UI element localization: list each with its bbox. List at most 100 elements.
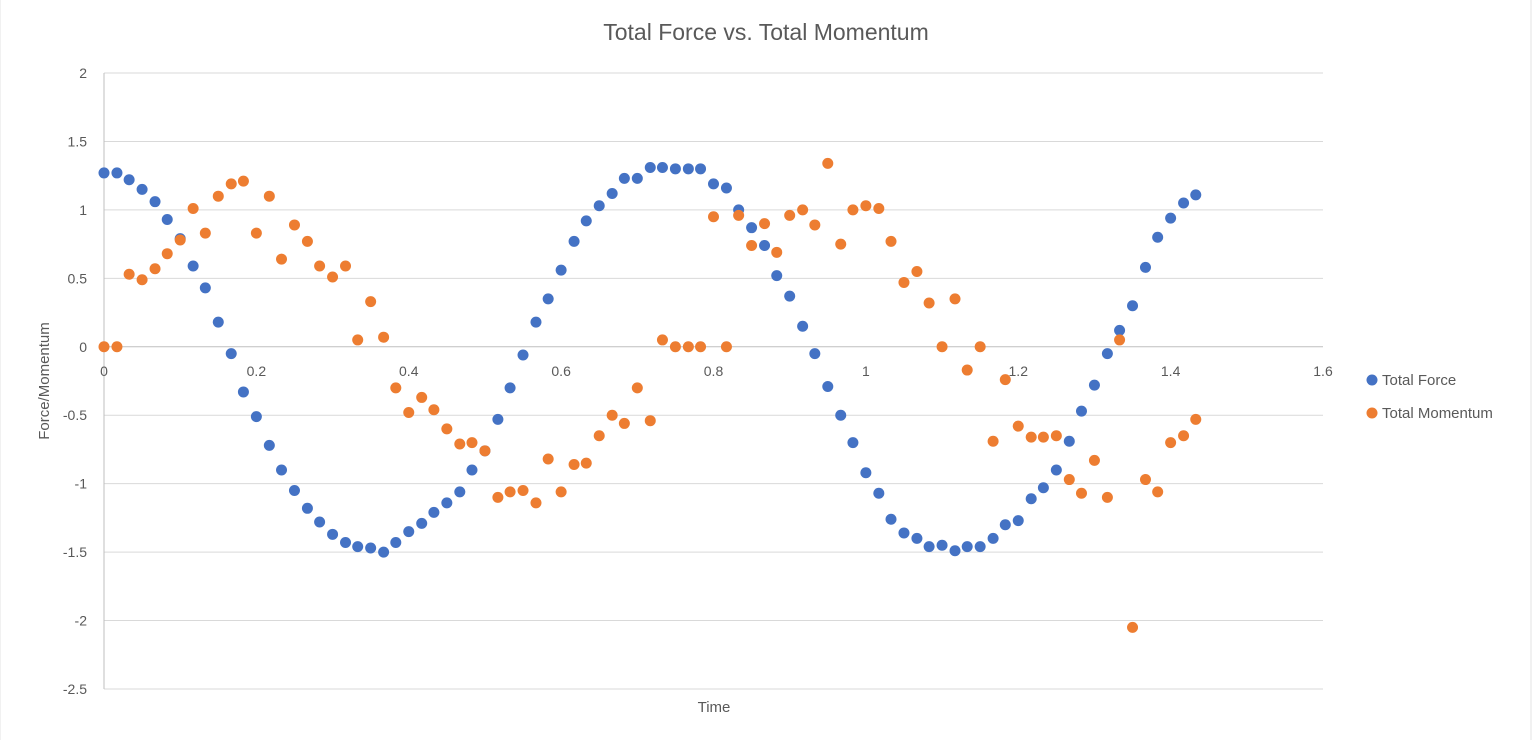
series-total-force <box>98 161 1202 558</box>
data-point <box>720 182 732 194</box>
data-point <box>530 316 542 328</box>
x-tick-label: 1.4 <box>1161 363 1181 379</box>
data-point <box>974 541 986 553</box>
data-point <box>1152 231 1164 243</box>
data-point <box>416 517 428 529</box>
data-point <box>835 409 847 421</box>
legend-label: Total Momentum <box>1382 405 1493 422</box>
data-point <box>1088 379 1100 391</box>
x-axis-title: Time <box>698 699 731 716</box>
x-tick-label: 0.8 <box>704 363 724 379</box>
data-point <box>479 445 491 457</box>
data-point <box>784 209 796 221</box>
chart-title: Total Force vs. Total Momentum <box>603 19 929 45</box>
data-point <box>568 235 580 247</box>
y-tick-label: 0.5 <box>68 270 88 286</box>
data-point <box>428 404 440 416</box>
data-point <box>961 541 973 553</box>
data-point <box>466 437 478 449</box>
y-axis-ticks: 2 1.5 1 0.5 0 -0.5 -1 -1.5 -2 -2.5 <box>63 65 87 697</box>
legend: Total Force Total Momentum <box>1366 372 1493 422</box>
data-point <box>555 264 567 276</box>
data-point <box>797 320 809 332</box>
data-point <box>631 382 643 394</box>
data-point <box>708 178 719 190</box>
data-point <box>454 486 466 498</box>
data-point <box>111 341 123 353</box>
data-point <box>656 161 668 173</box>
data-point <box>1050 430 1062 442</box>
data-point <box>504 382 516 394</box>
data-point <box>1101 348 1113 360</box>
data-point <box>199 227 211 239</box>
data-point <box>822 157 834 169</box>
data-point <box>98 167 110 179</box>
data-point <box>835 238 847 250</box>
y-tick-label: 1 <box>79 202 87 218</box>
data-point <box>809 348 821 360</box>
data-point <box>936 539 948 551</box>
data-point <box>1139 474 1151 486</box>
data-point <box>123 174 135 186</box>
x-tick-label: 0.2 <box>247 363 267 379</box>
y-tick-label: -1 <box>75 476 88 492</box>
data-series <box>98 157 1202 633</box>
data-point <box>111 167 123 179</box>
data-point <box>237 386 249 398</box>
data-point <box>390 382 402 394</box>
x-tick-label: 1.6 <box>1313 363 1333 379</box>
data-point <box>416 391 428 403</box>
data-point <box>809 219 821 231</box>
legend-marker <box>1366 374 1378 386</box>
data-point <box>733 209 745 221</box>
data-point <box>1050 464 1062 476</box>
data-point <box>301 502 313 514</box>
data-point <box>1190 189 1202 201</box>
data-point <box>530 497 542 509</box>
data-point <box>504 486 516 498</box>
data-point <box>682 163 694 175</box>
data-point <box>860 200 872 212</box>
data-point <box>1114 324 1126 336</box>
data-point <box>149 196 161 208</box>
data-point <box>1088 454 1100 466</box>
data-point <box>149 263 161 275</box>
x-tick-label: 0.4 <box>399 363 419 379</box>
x-tick-label: 1.2 <box>1009 363 1029 379</box>
data-point <box>606 187 618 199</box>
data-point <box>746 239 758 251</box>
data-point <box>669 163 681 175</box>
data-point <box>1178 430 1190 442</box>
data-point <box>276 464 288 476</box>
data-point <box>746 222 758 234</box>
data-point <box>301 235 313 247</box>
data-point <box>250 227 262 239</box>
data-point <box>542 453 554 465</box>
data-point <box>759 218 771 230</box>
data-point <box>1037 482 1049 494</box>
data-point <box>1012 515 1024 527</box>
data-point <box>580 457 592 469</box>
data-point <box>161 213 173 225</box>
data-point <box>403 406 415 418</box>
data-point <box>784 290 796 302</box>
data-point <box>314 516 326 528</box>
series-total-momentum <box>98 157 1202 633</box>
data-point <box>288 485 300 497</box>
y-axis-title: Force/Momentum <box>36 322 53 440</box>
data-point <box>237 175 249 187</box>
data-point <box>606 409 618 421</box>
data-point <box>974 341 986 353</box>
data-point <box>669 341 681 353</box>
data-point <box>492 413 504 425</box>
data-point <box>1063 474 1075 486</box>
data-point <box>580 215 592 227</box>
data-point <box>352 334 364 346</box>
x-axis-ticks: 0 0.2 0.4 0.6 0.8 1 1.2 1.4 1.6 <box>100 363 1333 379</box>
x-tick-label: 0.6 <box>551 363 571 379</box>
data-point <box>1165 437 1177 449</box>
data-point <box>644 415 656 427</box>
data-point <box>199 282 211 294</box>
